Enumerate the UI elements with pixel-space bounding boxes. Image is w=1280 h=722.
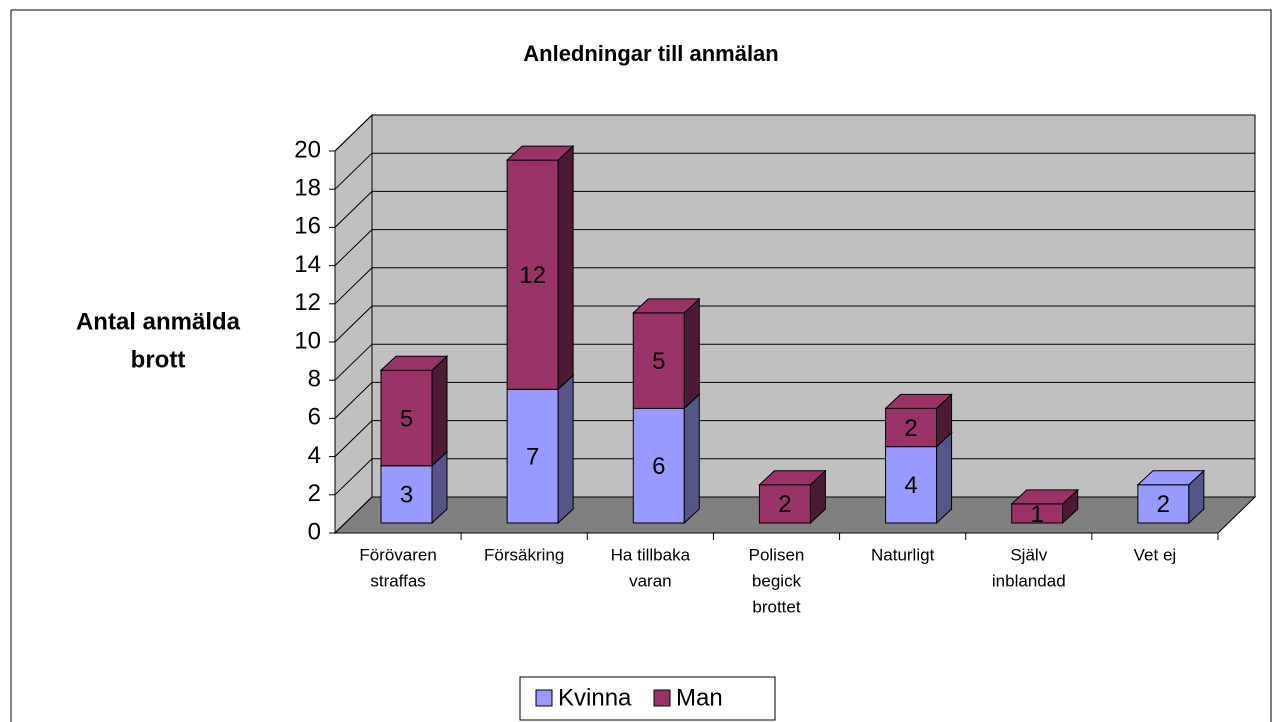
bar-top [884, 393, 953, 409]
x-tick-label: varan [629, 571, 672, 590]
bar-segment [1137, 484, 1190, 524]
bar-segment [632, 407, 685, 524]
x-tick-label: Polisen [749, 545, 805, 564]
bar-side [431, 355, 448, 467]
x-tick-label: begick [752, 571, 802, 590]
data-label: 12 [519, 262, 546, 289]
x-tick-label: inblandad [992, 571, 1066, 590]
bar-segment [506, 388, 559, 524]
bar-side [936, 431, 953, 525]
bar-side [683, 297, 700, 410]
bar-top [1010, 489, 1079, 505]
x-tick-label: Naturligt [871, 545, 935, 564]
x-tick-label: Ha tillbaka [611, 545, 691, 564]
data-label: 3 [400, 482, 413, 509]
bar-segment [758, 484, 811, 524]
grid-line [334, 343, 1255, 381]
bar-top [632, 298, 701, 314]
grid-line [334, 267, 1255, 305]
legend-box [519, 676, 776, 721]
y-tick-label: 2 [308, 480, 321, 507]
y-tick-label: 8 [308, 366, 321, 393]
bar-segment [885, 407, 938, 448]
data-label: 1 [1031, 501, 1044, 528]
bar-segment [632, 312, 685, 409]
legend-label: Kvinna [558, 684, 632, 711]
grid-line [334, 420, 1255, 457]
bar-side [557, 144, 574, 391]
y-tick-label: 0 [308, 518, 321, 545]
y-axis-label: brott [131, 346, 186, 373]
x-tick-label: brottet [752, 597, 800, 616]
data-label: 4 [904, 472, 917, 499]
bar-side [557, 374, 574, 525]
bar-top [505, 145, 575, 161]
grid-line [334, 496, 1255, 534]
y-tick-label: 20 [294, 136, 321, 163]
y-tick-label: 6 [308, 404, 321, 431]
data-label: 6 [652, 453, 665, 480]
grid-line [334, 381, 1255, 419]
y-tick-label: 4 [308, 442, 321, 469]
grid-line [334, 229, 1255, 266]
grid-line [334, 114, 1255, 152]
legend-swatch [535, 689, 553, 707]
chart-title: Anledningar till anmälan [523, 41, 778, 66]
y-tick-label: 18 [294, 175, 321, 202]
y-tick-label: 14 [294, 251, 321, 278]
bar-side [683, 393, 700, 525]
y-axis-label: Antal anmälda [76, 308, 241, 335]
grid-line [334, 190, 1255, 228]
y-tick-label: 16 [294, 213, 321, 240]
data-label: 2 [1157, 491, 1170, 518]
y-tick-label: 10 [294, 327, 321, 354]
grid-line [334, 152, 1255, 190]
bar-top [1136, 470, 1206, 486]
bar-segment [506, 159, 559, 390]
bar-top [758, 470, 827, 486]
y-tick-label: 12 [294, 289, 321, 316]
x-tick-label: straffas [370, 571, 425, 590]
data-label: 7 [526, 443, 539, 470]
bar-segment [885, 446, 938, 524]
legend-label: Man [676, 684, 723, 711]
grid-line [334, 458, 1255, 496]
x-tick-label: Försäkring [484, 545, 564, 564]
data-label: 2 [904, 415, 917, 442]
x-tick-label: Vet ej [1134, 545, 1177, 564]
data-label: 2 [778, 491, 791, 518]
data-label: 5 [652, 348, 665, 375]
x-tick-label: Själv [1010, 545, 1047, 564]
data-label: 5 [400, 405, 413, 432]
grid-line [334, 305, 1255, 343]
legend-swatch [653, 689, 671, 707]
bar-top [379, 355, 449, 371]
x-tick-label: Förövaren [359, 545, 436, 564]
